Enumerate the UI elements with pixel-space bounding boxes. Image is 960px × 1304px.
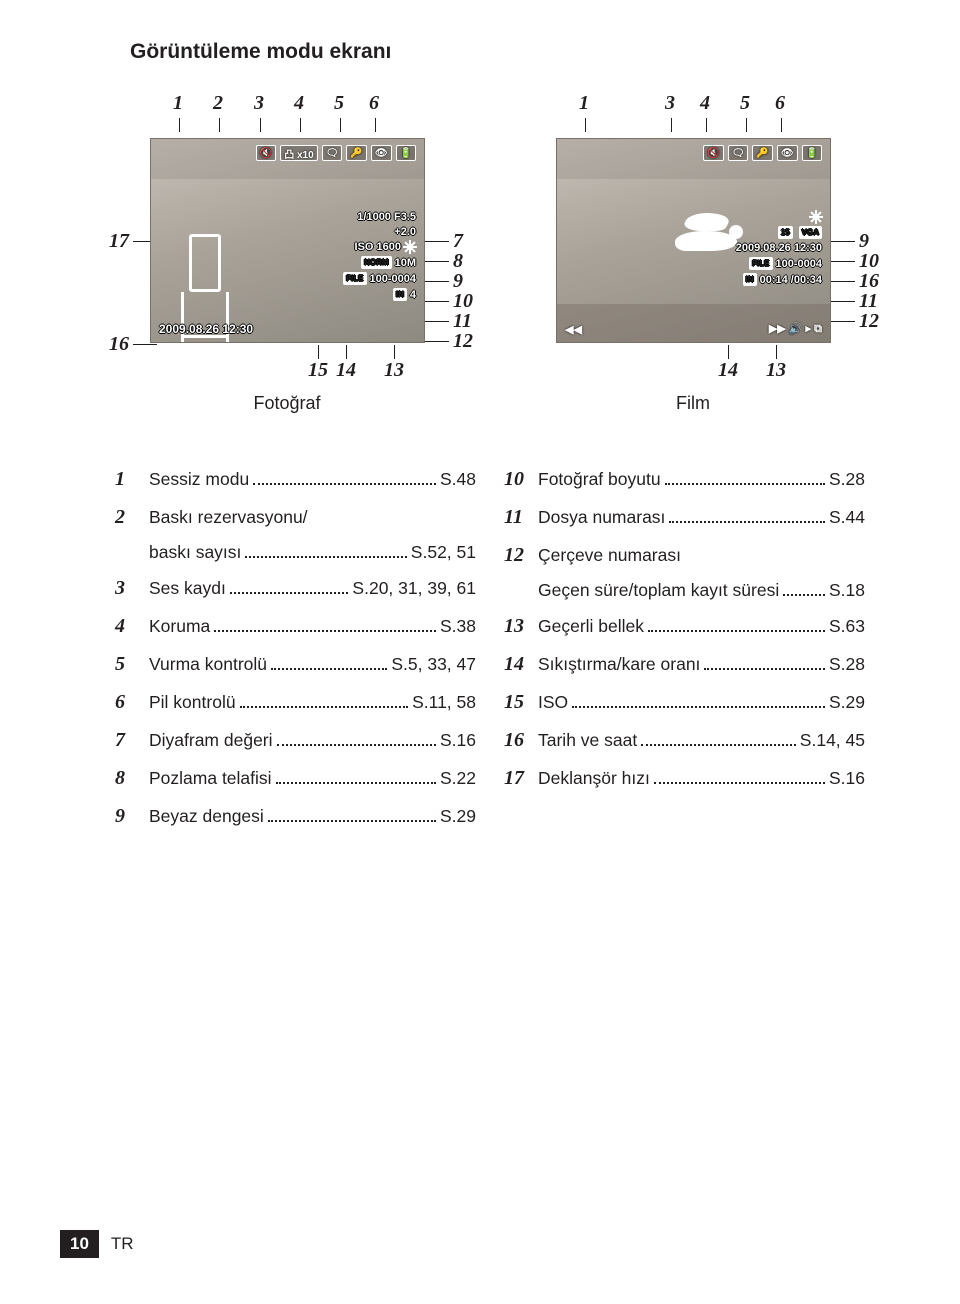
movie-block: 13456 🔇🗨🔑👁🔋 15VGA2009.08.26 12:30FILE100… xyxy=(521,92,865,414)
lang-code: TR xyxy=(111,1234,134,1254)
osd-line: FILE100-0004 xyxy=(749,257,822,270)
callout-tick xyxy=(340,118,341,132)
callout-4: 4 xyxy=(700,92,710,115)
callout-12: 12 xyxy=(831,310,879,333)
forward-vol-icon: ▶▶ 🔊 ▸ ⧉ xyxy=(769,322,822,336)
screens-row: 123456 1716 🔇凸 x10🗨🔑👁🔋 1/1000 F3.5+2.0IS… xyxy=(115,92,865,414)
callout-13: 13 xyxy=(766,359,786,382)
legend-row-15: 15ISOS.29 xyxy=(504,683,865,721)
rewind-icon: ◀◀ xyxy=(565,323,582,336)
legend-row-14: 14Sıkıştırma/kare oranıS.28 xyxy=(504,645,865,683)
callout-14: 14 xyxy=(718,359,738,382)
callout-13: 13 xyxy=(384,359,404,382)
osd-line xyxy=(807,211,822,223)
osd-icon: 🗨 xyxy=(322,145,343,161)
osd-icon: 🔇 xyxy=(256,145,276,161)
callout-6: 6 xyxy=(775,92,785,115)
osd-icon: 👁 xyxy=(777,145,798,161)
legend-row-10: 10Fotoğraf boyutuS.28 xyxy=(504,460,865,498)
callout-tick xyxy=(300,118,301,132)
osd-icon: 🔑 xyxy=(346,145,366,161)
osd-line: 15VGA xyxy=(778,226,822,239)
callout-3: 3 xyxy=(254,92,264,115)
callout-tick xyxy=(318,345,319,359)
callout-tick xyxy=(706,118,707,132)
osd-icon: 凸 x10 xyxy=(280,145,317,161)
callout-tick xyxy=(585,118,586,132)
legend-row-6: 6Pil kontrolüS.11, 58 xyxy=(115,683,476,721)
callout-tick xyxy=(179,118,180,132)
osd-line: 1/1000 F3.5 xyxy=(357,211,416,223)
callout-tick xyxy=(375,118,376,132)
osd-line: NORM10M xyxy=(361,256,416,269)
legend-row-17: 17Deklanşör hızıS.16 xyxy=(504,759,865,797)
legend-row-12: 12Çerçeve numarası xyxy=(504,536,865,574)
legend-row-9: 9Beyaz dengesiS.29 xyxy=(115,797,476,835)
osd-line: +2.0 xyxy=(394,226,416,238)
legend-row-8: 8Pozlama telafisiS.22 xyxy=(115,759,476,797)
callout-14: 14 xyxy=(336,359,356,382)
photo-lcd: 🔇凸 x10 🗨🔑 👁🔋 1/1000 F3.5 +2.0 ISO 1600 NORM10… xyxy=(150,138,425,343)
osd-line: FILE100-0004 xyxy=(343,272,416,285)
photo-caption: Fotoğraf xyxy=(115,393,459,414)
legend-row-16: 16Tarih ve saatS.14, 45 xyxy=(504,721,865,759)
callout-2: 2 xyxy=(213,92,223,115)
page-footer: 10 TR xyxy=(60,1230,134,1258)
legend-row-13: 13Geçerli bellekS.63 xyxy=(504,607,865,645)
callout-6: 6 xyxy=(369,92,379,115)
callout-tick xyxy=(260,118,261,132)
callout-tick xyxy=(219,118,220,132)
callout-tick xyxy=(746,118,747,132)
osd-icon: 🔋 xyxy=(396,145,416,161)
page-number: 10 xyxy=(60,1230,99,1258)
callout-5: 5 xyxy=(740,92,750,115)
sun-icon xyxy=(810,211,822,223)
osd-line: IN00:14 /00:34 xyxy=(743,273,822,286)
legend-row-2: 2Baskı rezervasyonu/ xyxy=(115,498,476,536)
legend-row-cont: baskı sayısıS.52, 51 xyxy=(115,536,476,569)
legend-row-5: 5Vurma kontrolüS.5, 33, 47 xyxy=(115,645,476,683)
callout-tick xyxy=(776,345,777,359)
movie-caption: Film xyxy=(521,393,865,414)
page-title: Görüntüleme modu ekranı xyxy=(130,40,865,64)
callout-tick xyxy=(728,345,729,359)
osd-icon: 🔑 xyxy=(752,145,772,161)
osd-icon: 🔋 xyxy=(802,145,822,161)
legend-row-11: 11Dosya numarasıS.44 xyxy=(504,498,865,536)
callout-tick xyxy=(781,118,782,132)
callout-1: 1 xyxy=(579,92,589,115)
legend-row-4: 4KorumaS.38 xyxy=(115,607,476,645)
callout-tick xyxy=(394,345,395,359)
sun-icon xyxy=(404,241,416,253)
photo-datetime: 2009.08.26 12:30 xyxy=(159,322,253,336)
callout-5: 5 xyxy=(334,92,344,115)
legend-row-cont: Geçen süre/toplam kayıt süresiS.18 xyxy=(504,574,865,607)
callout-tick xyxy=(671,118,672,132)
osd-icon: 🗨 xyxy=(728,145,749,161)
callout-4: 4 xyxy=(294,92,304,115)
movie-lcd: 🔇 🗨🔑 👁🔋 15VGA 2009.08.26 12:30 FILE100-0004 I… xyxy=(556,138,831,343)
legend-row-3: 3Ses kaydıS.20, 31, 39, 61 xyxy=(115,569,476,607)
osd-icon: 👁 xyxy=(371,145,392,161)
osd-line: IN4 xyxy=(393,288,416,301)
photo-block: 123456 1716 🔇凸 x10🗨🔑👁🔋 1/1000 F3.5+2.0IS… xyxy=(115,92,459,414)
legend-row-1: 1Sessiz moduS.48 xyxy=(115,460,476,498)
callout-3: 3 xyxy=(665,92,675,115)
legend-row-7: 7Diyafram değeriS.16 xyxy=(115,721,476,759)
osd-line: ISO 1600 xyxy=(355,241,416,253)
osd-line: 2009.08.26 12:30 xyxy=(736,242,822,254)
callout-1: 1 xyxy=(173,92,183,115)
legend: 1Sessiz moduS.482Baskı rezervasyonu/bask… xyxy=(115,460,865,835)
callout-tick xyxy=(346,345,347,359)
osd-icon: 🔇 xyxy=(703,145,723,161)
callout-15: 15 xyxy=(308,359,328,382)
